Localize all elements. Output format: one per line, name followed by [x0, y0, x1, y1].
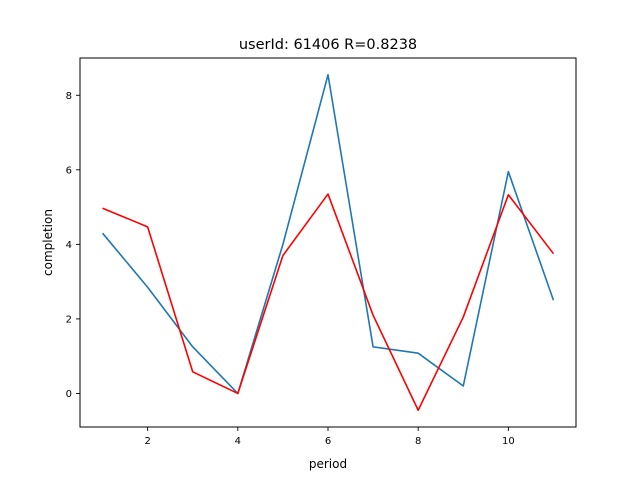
x-axis-label: period [309, 457, 347, 471]
plot-frame [79, 57, 577, 428]
x-tick-label: 6 [325, 436, 331, 447]
y-tick-label: 8 [66, 91, 72, 102]
y-axis-ticks: 0 2 4 6 8 [66, 91, 80, 400]
y-tick-label: 4 [66, 240, 72, 251]
y-axis-label: completion [41, 209, 55, 276]
x-tick-label: 2 [144, 436, 150, 447]
x-tick-label: 8 [415, 436, 421, 447]
series-line-2 [102, 193, 555, 412]
x-tick-label: 4 [235, 436, 241, 447]
plot-lines-group [101, 73, 555, 412]
series-line-1 [101, 73, 555, 395]
chart-title: userId: 61406 R=0.8238 [239, 37, 417, 53]
x-axis-ticks: 2 4 6 8 10 [144, 427, 515, 447]
y-tick-label: 0 [66, 389, 72, 400]
x-tick-label: 10 [502, 436, 515, 447]
y-tick-label: 6 [66, 165, 72, 176]
y-tick-label: 2 [66, 314, 72, 325]
